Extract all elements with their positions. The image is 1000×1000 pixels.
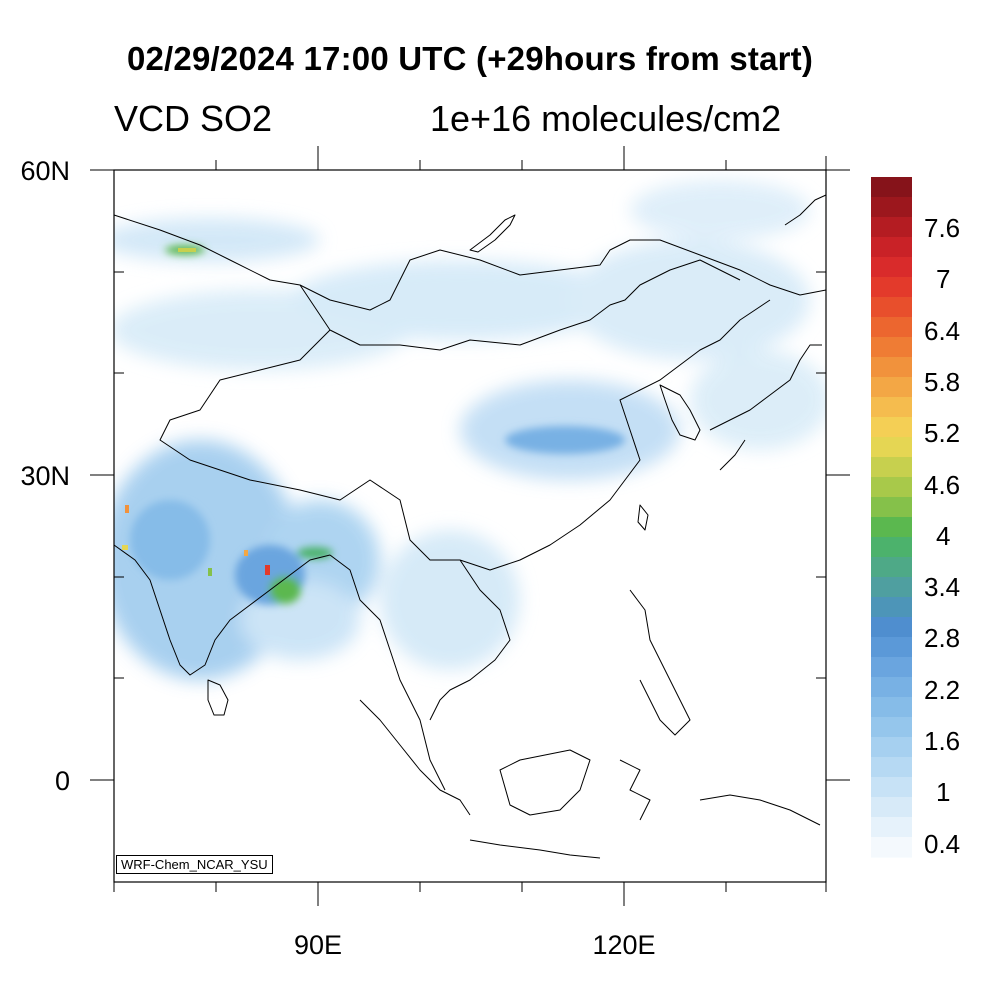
colorbar-swatch [871,657,912,678]
lake-baikal [469,214,516,253]
colorbar-tick-label: 4.6 [924,469,961,500]
lat-label-30n: 30N [20,461,70,491]
colorbar-tick-label: 1 [936,777,951,808]
map-title: 02/29/2024 17:00 UTC (+29hours from star… [126,40,814,77]
colorbar-swatch [871,637,912,658]
colorbar-swatch [871,837,912,858]
so2-patch-mongolia [290,260,630,340]
colorbar-tick-label: 7.6 [924,213,961,243]
lon-ticks [113,146,827,906]
colorbar-swatch [871,597,912,618]
colorbar-tick-label: 6.4 [924,315,961,346]
so2-patch-west-siberia [114,218,320,262]
indochina [429,559,511,721]
colorbar-swatch [871,737,912,758]
colorbar-swatch [871,437,912,458]
so2-hotspot-3 [122,545,128,550]
colorbar-swatch [871,537,912,558]
so2-core-kolkata [297,547,333,559]
sakhalin [784,194,827,226]
so2-hotspots [122,248,270,576]
so2-hotspot-2 [244,550,248,556]
bangladesh-myanmar [329,554,446,791]
colorbar-swatch [871,577,912,598]
colorbar-swatch [871,217,912,238]
colorbar-swatch [871,457,912,478]
colorbar-swatch [871,497,912,518]
russia-border [113,214,827,311]
colorbar-tick-label: 2.8 [924,623,961,654]
so2-patch-manchuria [570,240,810,360]
colorbar-tick-label: 5.2 [924,418,961,449]
colorbar-tick-label: 1.6 [924,726,961,756]
colorbar-swatch [871,777,912,798]
so2-hotspot-4 [125,505,129,513]
colorbar [871,177,912,858]
so2-core-odisha [269,576,301,604]
so2-hotspot-5 [208,568,212,576]
colorbar-tick-label: 7 [936,264,951,295]
japan [709,344,822,471]
colorbar-tick-label: 5.8 [924,366,961,397]
colorbar-tick-label: 4 [936,520,951,551]
colorbar-swatch [871,297,912,318]
colorbar-swatch [871,797,912,818]
china-coast [459,299,771,571]
colorbar-swatch [871,477,912,498]
korea [659,384,701,441]
colorbar-swatch [871,257,912,278]
colorbar-tick-label: 0.4 [924,828,961,859]
sulawesi-newguinea [619,759,821,826]
sumatra [359,699,471,816]
colorbar-tick-label: 3.4 [924,572,961,603]
so2-patch-japan [690,350,826,450]
colorbar-swatch [871,277,912,298]
colorbar-swatch [871,357,912,378]
units-label: 1e+16 molecules/cm2 [430,98,782,139]
colorbar-swatch [871,817,912,838]
taiwan [637,504,649,531]
lat-label-60n: 60N [20,156,70,186]
colorbar-swatch [871,757,912,778]
colorbar-swatch [871,717,912,738]
so2-core-india-west [130,500,210,580]
lon-label-120e: 120E [592,930,656,960]
colorbar-swatch [871,397,912,418]
colorbar-swatch [871,197,912,218]
so2-patch-siberia-ne [630,180,810,240]
lon-label-90e: 90E [293,930,343,960]
colorbar-swatch [871,617,912,638]
colorbar-swatch [871,417,912,438]
so2-hotspot-6 [178,248,196,252]
coastlines [113,194,827,859]
india-coast [113,544,331,676]
so2-field [114,180,826,680]
sri-lanka [207,679,229,716]
colorbar-swatch [871,237,912,258]
china-border-west [159,329,460,561]
colorbar-swatch [871,377,912,398]
colorbar-swatch [871,177,912,198]
colorbar-swatch [871,517,912,538]
borneo [499,749,591,816]
java [469,839,601,859]
model-tag: WRF-Chem_NCAR_YSU [116,855,273,874]
philippines [629,589,691,736]
colorbar-swatch [871,677,912,698]
colorbar-tick-label: 2.2 [924,674,961,705]
lat-label-0: 0 [54,766,70,796]
colorbar-swatch [871,317,912,338]
so2-core-china [505,426,625,454]
china-mongolia-border [299,259,741,351]
lat-ticks [90,169,850,781]
colorbar-swatch [871,697,912,718]
colorbar-swatch [871,557,912,578]
so2-patch-indochina [380,530,520,670]
colorbar-swatch [871,337,912,358]
map-frame [113,169,827,883]
variable-label: VCD SO2 [114,98,273,139]
so2-hotspot-1 [265,565,270,575]
